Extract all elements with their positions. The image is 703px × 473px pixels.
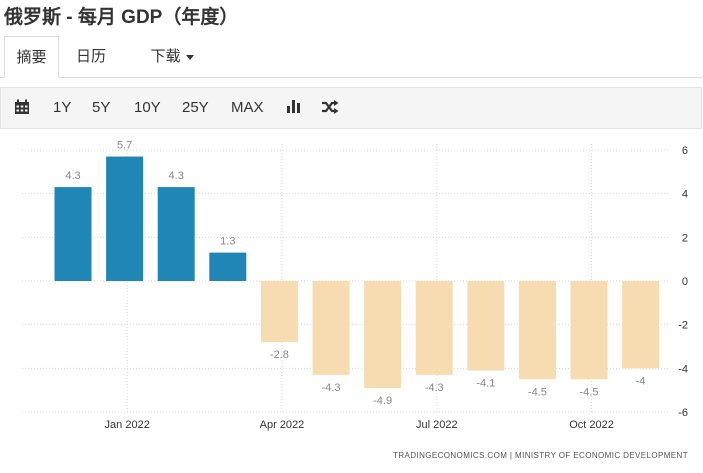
range-max-button[interactable]: MAX — [231, 99, 264, 116]
range-25y-button[interactable]: 25Y — [182, 99, 209, 116]
y-tick-label-2: 2 — [682, 232, 688, 244]
bar-label-7: -4.3 — [425, 382, 444, 394]
bar-0 — [54, 187, 92, 281]
chart-y-axis: 6 4 2 0 -2 -4 -6 — [678, 145, 688, 419]
bar-label-10: -4.5 — [580, 386, 599, 398]
chart-bars — [54, 156, 660, 388]
bar-2 — [157, 187, 195, 281]
y-tick-label-1: 4 — [682, 189, 688, 201]
bar-label-6: -4.9 — [373, 395, 392, 407]
bar-label-3: 1.3 — [220, 236, 235, 248]
bar-9 — [518, 281, 556, 380]
x-tick-label-3: Oct 2022 — [569, 419, 614, 431]
tab-bar: 摘要 日历 下载 — [0, 36, 702, 78]
y-tick-label-4: -2 — [678, 320, 688, 332]
bar-10 — [570, 281, 608, 380]
tab-summary[interactable]: 摘要 — [4, 36, 59, 78]
calendar-icon[interactable] — [14, 88, 30, 128]
y-tick-label-3: 0 — [682, 276, 688, 288]
bar-label-9: -4.5 — [528, 386, 547, 398]
range-10y-button[interactable]: 10Y — [134, 99, 161, 116]
bar-11 — [622, 281, 660, 369]
bar-label-0: 4.3 — [65, 170, 80, 182]
tab-summary-label: 摘要 — [16, 49, 47, 66]
range-1y-button[interactable]: 1Y — [53, 99, 72, 116]
range-5y-button[interactable]: 5Y — [92, 99, 111, 116]
chart-source: TRADINGECONOMICS.COM | MINISTRY OF ECONO… — [393, 451, 688, 460]
x-tick-label-2: Jul 2022 — [416, 419, 458, 431]
bar-label-11: -4 — [636, 375, 646, 387]
bar-label-1: 5.7 — [117, 140, 132, 152]
bar-label-8: -4.1 — [476, 378, 495, 390]
x-tick-label-1: Apr 2022 — [260, 419, 305, 431]
chart-bar-labels: 4.3 5.7 4.3 1.3 -2.8 -4.3 -4.9 -4.3 -4.1 -4.5 -4.5… — [65, 140, 645, 407]
bar-6 — [364, 281, 402, 388]
bar-1 — [106, 156, 144, 281]
y-tick-label-5: -4 — [678, 363, 688, 375]
chevron-down-icon — [185, 54, 194, 60]
y-tick-label-0: 6 — [682, 145, 688, 157]
bar-label-4: -2.8 — [270, 349, 289, 361]
tab-download-label: 下载 — [150, 48, 181, 65]
tab-calendar[interactable]: 日历 — [66, 36, 116, 77]
y-tick-label-6: -6 — [678, 407, 688, 419]
bar-8 — [467, 281, 505, 371]
shuffle-icon[interactable] — [321, 88, 339, 128]
bar-label-5: -4.3 — [322, 382, 341, 394]
bar-7 — [415, 281, 453, 375]
tab-calendar-label: 日历 — [75, 48, 106, 65]
chart-x-axis: Jan 2022 Apr 2022 Jul 2022 Oct 2022 — [105, 419, 614, 431]
bar-chart-icon[interactable] — [286, 88, 301, 128]
bar-label-2: 4.3 — [169, 170, 184, 182]
page-title: 俄罗斯 - 每月 GDP（年度） — [4, 7, 239, 28]
gdp-bar-chart: 4.3 5.7 4.3 1.3 -2.8 -4.3 -4.9 -4.3 -4.1 -4.5 -4.5… — [22, 140, 688, 460]
bar-5 — [312, 281, 350, 375]
tab-download[interactable]: 下载 — [142, 36, 202, 77]
bar-3 — [209, 252, 247, 281]
x-tick-label-0: Jan 2022 — [105, 419, 150, 431]
bar-4 — [260, 281, 298, 343]
chart-toolbar: 1Y 5Y 10Y 25Y MAX — [0, 87, 702, 129]
